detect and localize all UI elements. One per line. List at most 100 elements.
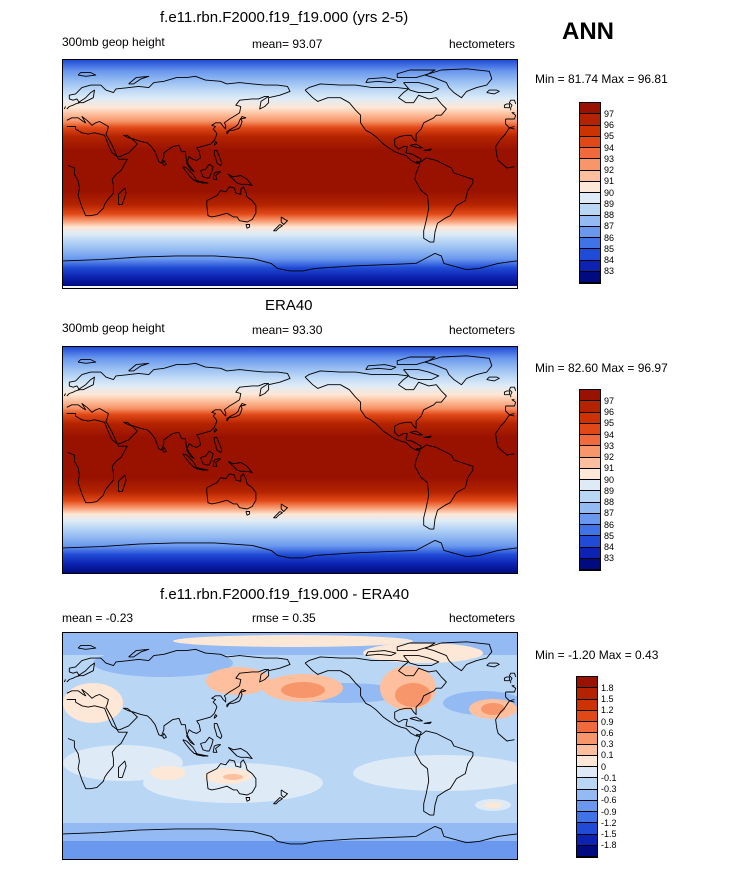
colorbar-box: [580, 136, 600, 148]
colorbar-box: [577, 733, 597, 745]
coastline: [486, 376, 500, 382]
colorbar-box: [577, 710, 597, 722]
coastline: [508, 672, 517, 684]
coastline: [273, 224, 283, 232]
colorbar-box: [580, 260, 600, 272]
coastline: [424, 641, 493, 672]
coastline: [414, 730, 474, 816]
coastline: [505, 406, 515, 416]
colorbar-label: 92: [604, 452, 615, 462]
colorbar-label: 88: [604, 497, 615, 507]
coastline: [118, 474, 127, 492]
coastline: [227, 173, 253, 187]
coastline: [66, 75, 291, 173]
panel-2-minmax: Min = 82.60 Max = 96.97: [535, 361, 668, 375]
coastline: [227, 460, 253, 474]
coastline: [495, 700, 515, 720]
coastline: [195, 180, 209, 184]
colorbar-label: 87: [604, 221, 615, 232]
colorbar-box: [580, 435, 600, 447]
coastline: [505, 692, 515, 702]
colorbar-box: [580, 204, 600, 216]
coastline: [118, 187, 127, 205]
coastline: [423, 435, 432, 438]
colorbar-box: [580, 401, 600, 413]
coastline: [245, 511, 251, 516]
colorbar-box: [580, 457, 600, 469]
coastline: [77, 359, 97, 364]
coastline: [304, 370, 447, 451]
coastline: [227, 746, 253, 760]
colorbar-box: [577, 823, 597, 835]
coastline: [195, 753, 209, 757]
coastline: [206, 186, 257, 223]
coastline: [403, 655, 440, 667]
colorbar-label: 97: [604, 395, 615, 406]
panel-3-rmse: rmse = 0.35: [252, 611, 316, 625]
coastline: [162, 732, 167, 739]
coastline: [495, 146, 515, 169]
coastline: [66, 362, 291, 460]
coastline: [414, 444, 474, 530]
coastline: [304, 83, 447, 164]
coastline: [63, 825, 517, 845]
colorbar-label: 89: [604, 485, 615, 496]
colorbar-box: [580, 114, 600, 126]
colorbar-box: [577, 812, 597, 824]
coastline: [280, 216, 288, 225]
panel-1-variable: 300mb geop height: [62, 35, 165, 49]
panel-1-colorbar: 97 96 95 94 93 92 91 90 89 88 87 86 85 84 83: [579, 102, 614, 284]
coastline: [273, 797, 283, 805]
coastline: [409, 716, 423, 722]
panel-1-mean: mean= 93.07: [252, 37, 323, 51]
coastline: [365, 364, 397, 371]
field-contour: [93, 649, 233, 677]
colorbar-box: [580, 215, 600, 227]
panel-3-mean: mean = -0.23: [62, 611, 134, 625]
field-contour: [150, 766, 186, 780]
coastline: [226, 116, 247, 135]
coastline: [495, 433, 515, 456]
colorbar-label: 88: [604, 210, 615, 220]
coastline: [505, 399, 517, 407]
colorbar-label: 93: [604, 440, 615, 451]
coastline: [505, 119, 515, 129]
colorbar-box: [580, 193, 600, 205]
coastline: [245, 224, 251, 229]
coastline: [213, 714, 218, 719]
coastline: [503, 676, 510, 682]
colorbar-label: 86: [604, 232, 615, 243]
coastline: [200, 736, 214, 752]
colorbar-box: [580, 103, 600, 115]
colorbar-box: [577, 755, 597, 767]
colorbar-box: [580, 170, 600, 182]
coastline: [66, 126, 128, 217]
colorbar-label: 83: [604, 266, 615, 277]
colorbar-box: [580, 125, 600, 137]
coastline: [213, 722, 223, 739]
colorbar-label: 96: [604, 407, 615, 417]
coastline: [486, 89, 500, 95]
field-contour: [173, 635, 413, 647]
colorbar-label: 95: [604, 418, 615, 429]
colorbar-box: [577, 688, 597, 700]
colorbar-box: [577, 845, 597, 857]
coastline: [212, 744, 222, 753]
coastline: [213, 149, 223, 166]
colorbar-box: [580, 390, 600, 402]
colorbar-label: 86: [604, 519, 615, 530]
coastline: [486, 662, 500, 668]
coastline: [508, 386, 517, 398]
panel-2-title: ERA40: [265, 297, 313, 314]
colorbar-label: 94: [604, 429, 615, 440]
coastline: [423, 721, 432, 724]
colorbar-label: 85: [604, 530, 615, 541]
coastline: [212, 171, 222, 180]
panel-2-variable: 300mb geop height: [62, 321, 165, 335]
colorbar-label: 93: [604, 153, 615, 164]
panel-1-map: [62, 59, 518, 289]
colorbar-box: [580, 181, 600, 193]
panel-2-colorbar: 97 96 95 94 93 92 91 90 89 88 87 86 85 84 83: [579, 389, 614, 571]
coastline: [495, 127, 515, 147]
colorbar-box: [580, 468, 600, 480]
